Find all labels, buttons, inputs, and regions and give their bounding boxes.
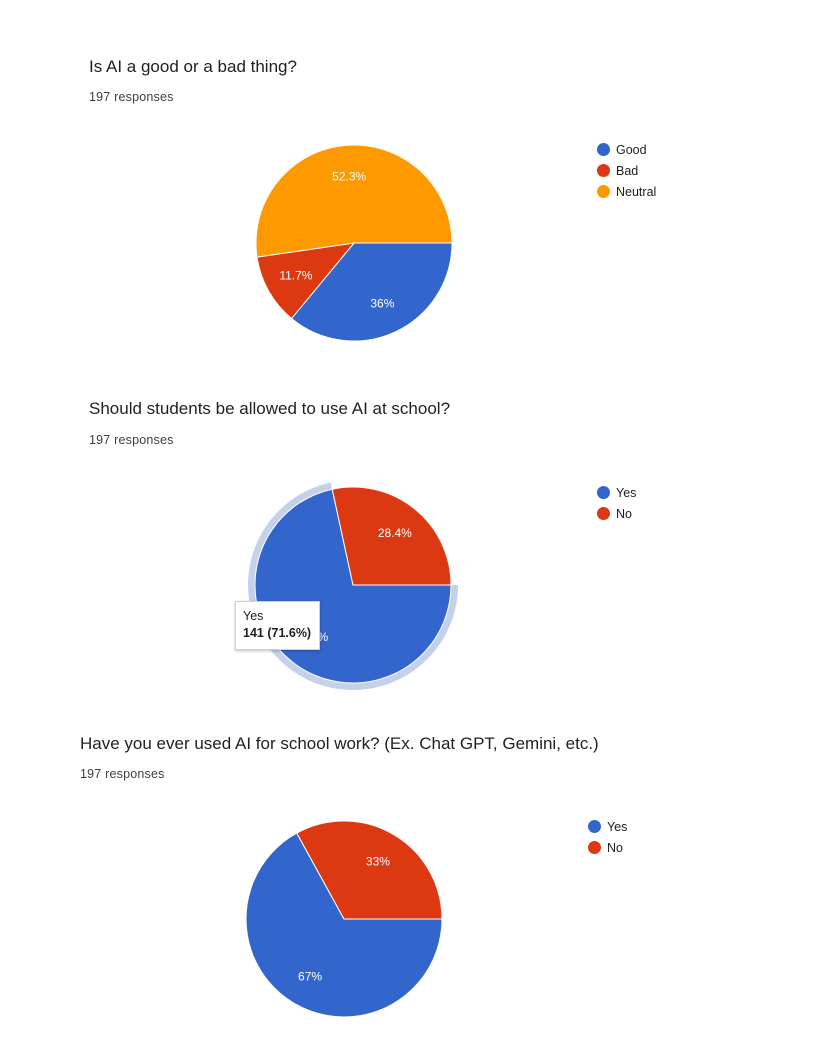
pie-slice-neutral[interactable] [255,144,453,258]
response-count: 197 responses [89,433,174,447]
pie-slice-no[interactable] [331,486,452,586]
legend-item-bad[interactable]: Bad [597,160,656,181]
pie-slice-yes[interactable] [245,832,443,1018]
slice-label-no: 28.4% [378,526,412,540]
question-title: Have you ever used AI for school work? (… [80,734,599,753]
chart-legend: Good Bad Neutral [597,139,656,202]
legend-swatch [597,185,610,198]
slice-label-yes: 67% [298,969,322,983]
response-count: 197 responses [89,90,174,104]
chart-allowed-at-school: Should students be allowed to use AI at … [89,399,636,690]
legend-label: Neutral [616,184,657,199]
pie-slice-good[interactable] [290,242,453,342]
legend-label: Yes [616,485,637,500]
pie-chart[interactable]: 67% 33% [244,819,444,1019]
question-title: Should students be allowed to use AI at … [89,399,451,418]
pie-slice-no[interactable] [296,820,443,920]
legend-swatch [597,507,610,520]
slice-label-bad: 11.7% [279,269,312,283]
pie-chart[interactable]: 36% 11.7% 52.3% [254,143,454,343]
legend-label: Good [616,142,647,157]
legend-swatch [588,841,601,854]
legend-swatch [588,820,601,833]
slice-tooltip: Yes 141 (71.6%) [235,601,321,650]
slice-label-no: 33% [366,855,390,869]
question-title: Is AI a good or a bad thing? [89,57,297,76]
legend-item-yes[interactable]: Yes [588,816,627,837]
legend-label: Bad [616,163,639,178]
pie-slice-bad[interactable] [256,242,356,320]
legend-label: No [616,506,632,521]
legend-item-no[interactable]: No [588,837,627,858]
response-count: 197 responses [80,767,165,781]
legend-item-yes[interactable]: Yes [597,482,636,503]
legend-swatch [597,143,610,156]
tooltip-label: Yes [243,609,264,623]
chart-legend: Yes No [597,482,636,524]
slice-label-good: 36% [370,296,394,310]
tooltip-value: 141 (71.6%) [243,626,312,640]
legend-swatch [597,164,610,177]
chart-good-or-bad: Is AI a good or a bad thing? 197 respons… [0,0,816,380]
legend-label: Yes [607,819,628,834]
slice-label-neutral: 52.3% [332,170,366,184]
legend-item-good[interactable]: Good [597,139,656,160]
legend-swatch [597,486,610,499]
legend-label: No [607,840,623,855]
legend-item-no[interactable]: No [597,503,636,524]
chart-legend: Yes No [588,816,627,858]
legend-item-neutral[interactable]: Neutral [597,181,656,202]
